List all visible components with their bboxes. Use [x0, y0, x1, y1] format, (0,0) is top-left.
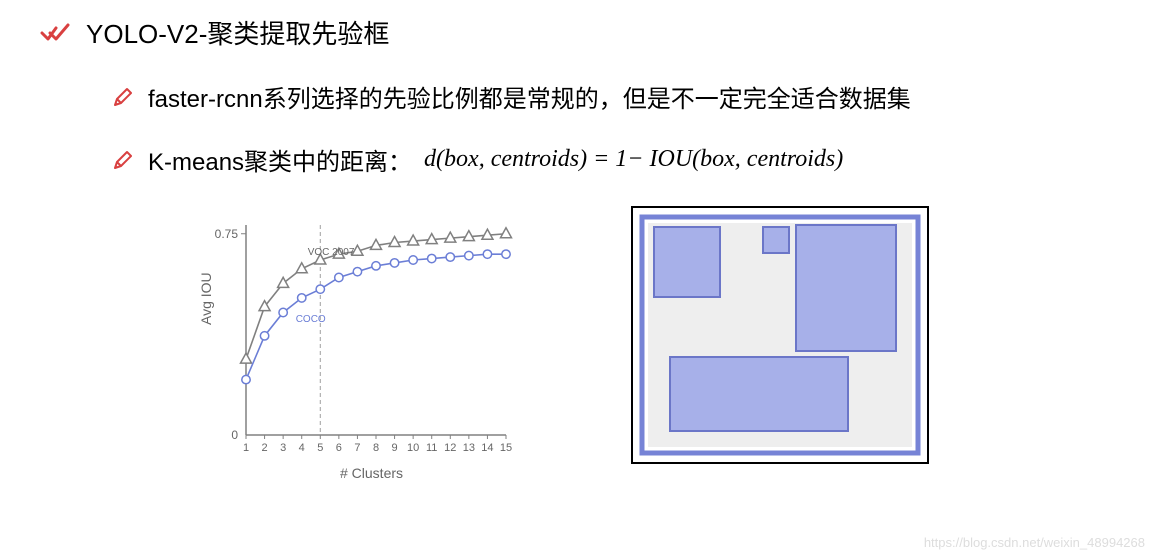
svg-text:15: 15 — [500, 442, 512, 454]
check-icon — [40, 22, 70, 44]
svg-text:1: 1 — [243, 442, 249, 454]
pencil-icon — [112, 149, 134, 171]
formula: d(box, centroids) = 1− IOU(box, centroid… — [424, 146, 843, 173]
svg-text:11: 11 — [426, 442, 437, 454]
svg-text:2: 2 — [262, 442, 268, 454]
svg-text:13: 13 — [463, 442, 475, 454]
page-title: YOLO-V2-聚类提取先验框 — [86, 14, 389, 51]
svg-text:8: 8 — [373, 442, 379, 454]
y-axis-label: Avg IOU — [198, 272, 214, 325]
svg-text:14: 14 — [481, 442, 493, 454]
pencil-icon — [112, 86, 134, 108]
svg-text:0.75: 0.75 — [215, 227, 239, 241]
watermark: https://blog.csdn.net/weixin_48994268 — [924, 535, 1145, 550]
svg-text:5: 5 — [317, 442, 323, 454]
svg-text:6: 6 — [336, 442, 342, 454]
svg-text:3: 3 — [280, 442, 286, 454]
bullet-2: K-means聚类中的距离： — [148, 142, 412, 177]
anchor-boxes-diagram — [630, 205, 930, 475]
svg-text:12: 12 — [444, 442, 456, 454]
bullet-1: faster-rcnn系列选择的先验比例都是常规的，但是不一定完全适合数据集 — [148, 79, 911, 114]
svg-text:VOC 2007: VOC 2007 — [308, 247, 355, 258]
chart-iou-clusters: 0.750123456789101112131415VOC 2007COCO A… — [200, 205, 520, 475]
svg-text:0: 0 — [231, 428, 238, 442]
svg-text:COCO: COCO — [296, 314, 326, 325]
svg-text:9: 9 — [392, 442, 398, 454]
svg-text:7: 7 — [354, 442, 360, 454]
svg-text:10: 10 — [407, 442, 419, 454]
x-axis-label: # Clusters — [340, 465, 403, 481]
svg-text:4: 4 — [299, 442, 305, 454]
